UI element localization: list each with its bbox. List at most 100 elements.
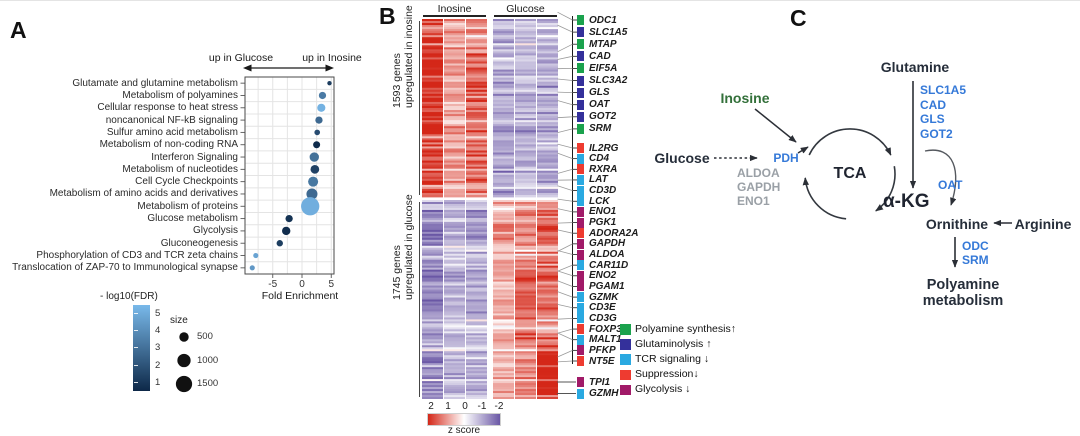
- legend-label-tcr: TCR signaling ↓: [635, 352, 710, 365]
- zscore-tick-label: 1: [445, 401, 451, 412]
- gene-category-chip-ODC1: [577, 15, 584, 25]
- gene-label-PGK1: PGK1: [589, 217, 617, 229]
- gene-label-CAD: CAD: [589, 50, 611, 62]
- dot-15: [249, 265, 255, 271]
- heatmap-group-header-glucose: Glucose: [506, 3, 545, 15]
- gene-connector: [557, 360, 573, 363]
- akg-to-ornithine-oat-arrow: [924, 149, 957, 206]
- gene-label-CAR11D: CAR11D: [589, 259, 629, 271]
- pathway-label: Metabolism of polyamines: [122, 89, 238, 101]
- gene-label-ALDOA: ALDOA: [589, 249, 625, 260]
- enzyme-GOT2: GOT2: [920, 126, 953, 141]
- pathway-label: Sulfur amino acid metabolism: [106, 126, 238, 138]
- pathway-label: Interferon Signaling: [151, 151, 238, 163]
- gene-category-chip-SRM: [577, 123, 584, 134]
- gene-connector: [557, 24, 573, 33]
- gene-label-SLC3A2: SLC3A2: [589, 75, 628, 86]
- gene-label-GAPDH: GAPDH: [589, 238, 626, 250]
- gene-label-MTAP: MTAP: [589, 38, 617, 50]
- size-legend-dot: [179, 332, 189, 342]
- gene-label-SRM: SRM: [589, 123, 612, 135]
- fdr-tick-label: 3: [155, 342, 161, 354]
- gene-category-chip-GOT2: [577, 111, 584, 122]
- fdr-tick-label: 4: [155, 325, 161, 337]
- enzyme-ENO1: ENO1: [737, 194, 770, 208]
- legend-chip-suppression: [620, 369, 631, 381]
- gene-label-NT5E: NT5E: [589, 355, 615, 367]
- gene-connector: [557, 208, 573, 213]
- gene-connector: [557, 229, 573, 234]
- gene-connector: [557, 100, 573, 106]
- size-legend-dot: [177, 353, 191, 368]
- heatmap-group-header-inosine: Inosine: [437, 3, 472, 15]
- dot-14: [253, 252, 259, 259]
- pathway-label: Cell Cycle Checkpoints: [135, 176, 238, 188]
- fdr-tick-label: 1: [155, 376, 161, 388]
- gene-label-TPI1: TPI1: [589, 376, 611, 388]
- x-axis-title: Fold Enrichment: [261, 290, 339, 302]
- legend-chip-tcr: [620, 354, 631, 365]
- gene-label-IL2RG: IL2RG: [589, 142, 619, 154]
- heatmap-group-underline: [423, 15, 486, 17]
- tca-cycle-arc-left: [802, 177, 847, 220]
- gene-label-PFKP: PFKP: [589, 344, 616, 356]
- pdh-to-tca-arrow: [797, 146, 809, 154]
- pathway-label: Metabolism of nucleotides: [122, 163, 238, 175]
- gene-category-chip-CD4: [577, 153, 584, 164]
- node-arginine: Arginine: [1014, 216, 1072, 232]
- dot-2: [317, 103, 326, 112]
- fdr-legend-title: - log10(FDR): [100, 291, 158, 302]
- gene-category-chip-TPI1: [577, 377, 584, 387]
- dot-1: [318, 91, 327, 100]
- gene-category-chip-CAD: [577, 51, 584, 62]
- gene-label-SLC1A5: SLC1A5: [589, 26, 628, 38]
- pathway-label: Cellular response to heat stress: [97, 102, 238, 114]
- enzyme-GAPDH: GAPDH: [737, 180, 781, 194]
- gene-connector: [557, 168, 573, 174]
- panel-a-label: A: [10, 17, 27, 43]
- zscore-tick-label: -2: [494, 401, 504, 412]
- node-pdh: PDH: [773, 151, 799, 165]
- gene-connector: [557, 152, 573, 160]
- legend-label-glycolysis: Glycolysis ↓: [635, 383, 691, 396]
- pathway-label: Glycolysis: [192, 225, 238, 237]
- fdr-tick-mark: [134, 364, 138, 366]
- gene-label-CD3E: CD3E: [589, 302, 616, 314]
- gene-category-chip-GZMH: [577, 388, 584, 399]
- gene-category-chip-ENO1: [577, 206, 584, 217]
- gene-connector: [557, 243, 573, 252]
- row-block-bracket: [419, 202, 421, 397]
- tca-cycle-arc-right: [875, 166, 896, 212]
- inosine-to-pdh-arrow: [754, 108, 797, 143]
- pathway-label: Gluconeogenesis: [160, 237, 238, 249]
- gene-connector: [557, 55, 573, 60]
- expression-heatmap-canvas: [422, 19, 558, 399]
- pathway-label: Translocation of ZAP-70 to Immunological…: [12, 262, 238, 274]
- gene-connector: [557, 143, 573, 149]
- gene-label-CD4: CD4: [589, 153, 610, 165]
- gene-label-EIF5A: EIF5A: [589, 62, 618, 74]
- dot-7: [310, 164, 320, 174]
- gene-connector: [557, 116, 573, 119]
- gene-label-LCK: LCK: [589, 195, 610, 207]
- node-inosine: Inosine: [720, 90, 770, 106]
- fdr-tick-label: 5: [155, 308, 161, 319]
- gene-category-chip-LCK: [577, 196, 584, 207]
- gene-label-ADORA2A: ADORA2A: [589, 227, 639, 239]
- gene-category-chip-SLC3A2: [577, 75, 584, 86]
- pathway-label: Glucose metabolism: [147, 213, 238, 225]
- node-glutamine: Glutamine: [880, 59, 950, 75]
- gene-connector: [557, 128, 573, 133]
- node-ornithine: Ornithine: [925, 216, 989, 232]
- dotplot-direction-left: up in Glucose: [208, 52, 274, 64]
- gene-category-chip-PFKP: [577, 345, 584, 356]
- dot-12: [282, 226, 291, 236]
- gene-category-chip-RXRA: [577, 164, 584, 175]
- size-legend-value: 1000: [197, 354, 219, 366]
- pathway-diagram-arrows: PDH (dashed) -->: [714, 81, 1012, 268]
- panel-b-label: B: [379, 3, 396, 29]
- dot-9: [306, 188, 318, 200]
- fdr-tick-label: 2: [155, 359, 161, 371]
- row-block-bracket: [419, 21, 421, 195]
- gene-category-chip-PGAM1: [577, 281, 584, 292]
